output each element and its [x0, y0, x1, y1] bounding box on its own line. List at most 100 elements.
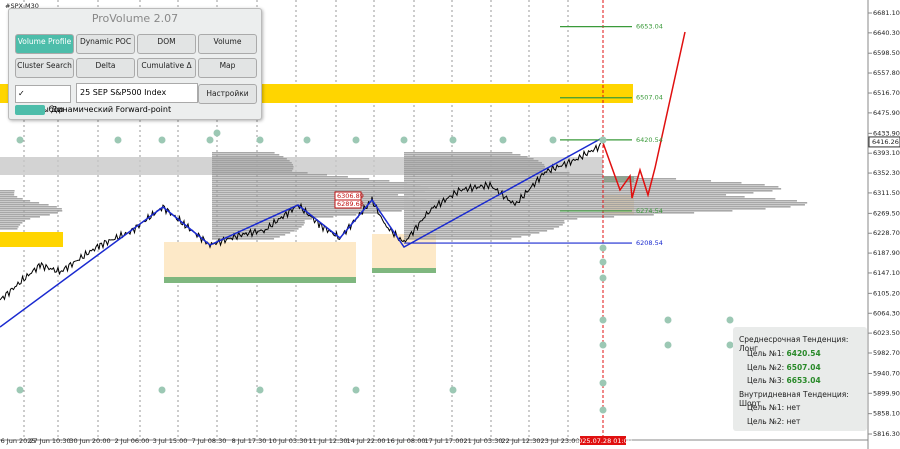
volume-profile-bar: [0, 206, 57, 208]
marker-dot: [599, 136, 607, 144]
volume-profile-bar: [212, 158, 287, 160]
volume-profile-bar: [212, 196, 409, 198]
target: Цель №3: 6653.04: [747, 376, 821, 385]
button[interactable]: Map: [198, 58, 257, 78]
volume-profile-bar: [212, 166, 294, 168]
trend-heading: Внутридневная Тенденция: Шорт: [739, 390, 849, 408]
button[interactable]: Cluster Search: [15, 58, 74, 78]
volume-profile-bar: [212, 174, 328, 176]
level-label: 6507.04: [636, 94, 663, 102]
zone: [164, 242, 356, 278]
time-label: 3 Jul 15:00: [153, 437, 188, 445]
volume-profile-bar: [0, 228, 18, 230]
volume-profile-bar: [212, 172, 308, 174]
volume-profile-bar: [404, 206, 791, 208]
zone: [164, 277, 356, 283]
volume-profile-bar: [404, 170, 543, 172]
price-label: 6598.50: [873, 49, 900, 57]
time-label: 2 Jul 06:00: [115, 437, 150, 445]
marker-dot: [256, 386, 264, 394]
volume-profile-bar: [212, 202, 445, 204]
volume-profile-bar: [404, 152, 513, 154]
volume-profile-bar: [0, 196, 18, 198]
target-value: 6507.04: [786, 363, 821, 372]
volume-profile-bar: [212, 184, 421, 186]
volume-profile-bar: [212, 188, 430, 190]
volume-profile-bar: [212, 176, 348, 178]
volume-profile-bar: [0, 226, 19, 228]
price-label: 6311.50: [873, 189, 900, 197]
time-tag: [580, 436, 626, 445]
box-label: 6306.89: [337, 192, 364, 200]
marker-dot: [213, 129, 221, 137]
volume-profile-bar: [404, 200, 797, 202]
marker-dot: [400, 136, 408, 144]
marker-dot: [352, 386, 360, 394]
volume-profile-bar: [404, 226, 560, 228]
volume-profile-bar: [0, 214, 50, 216]
volume-profile-bar: [212, 200, 440, 202]
marker-dot: [449, 136, 457, 144]
volume-profile-bar: [212, 178, 370, 180]
volume-profile-bar: [0, 204, 49, 206]
marker-dot: [16, 386, 24, 394]
level-label: 6208.54: [636, 239, 663, 247]
volume-profile-bar: [212, 204, 444, 206]
marker-dot: [726, 341, 734, 349]
volume-profile-bar: [404, 190, 773, 192]
button[interactable]: Cumulative Δ: [137, 58, 196, 78]
price-label: 6433.90: [873, 129, 900, 137]
volume-profile-bar: [0, 192, 15, 194]
price-label: 6023.50: [873, 329, 900, 337]
marker-dot: [256, 136, 264, 144]
volume-profile-bar: [212, 170, 293, 172]
volume-profile-bar: [404, 236, 522, 238]
button[interactable]: Delta: [76, 58, 135, 78]
button[interactable]: Dynamic POC: [76, 34, 135, 54]
price-tag: [868, 136, 900, 148]
instrument-select[interactable]: 25 SEP S&P500 Index: [76, 83, 198, 103]
volume-profile-bar: [0, 222, 23, 224]
volume-profile-bar: [212, 190, 425, 192]
volume-profile-bar: [212, 162, 292, 164]
price-label: 6105.20: [873, 289, 900, 297]
volume-profile-bar: [404, 194, 727, 196]
volume-profile-bar: [404, 182, 742, 184]
button[interactable]: Volume: [198, 34, 257, 54]
volume-profile-bar: [212, 180, 390, 182]
price-label: 5940.70: [873, 369, 900, 377]
volume-profile-bar: [212, 218, 313, 220]
volume-profile-bar: [0, 210, 63, 212]
button[interactable]: Volume Profile: [15, 34, 74, 54]
volume-profile-bar: [212, 164, 294, 166]
volume-profile-bar: [212, 194, 399, 196]
toggle[interactable]: [15, 105, 45, 115]
volume-profile-bar: [0, 220, 26, 222]
target: Цель №2: 6507.04: [747, 363, 821, 372]
volume-profile-bar: [404, 204, 805, 206]
time-label: 14 Jul 22:00: [347, 437, 386, 445]
volume-profile-bar: [212, 212, 380, 214]
volume-profile-bar: [404, 188, 782, 190]
provolume-panel: ProVolume 2.07 Volume Profile Dynamic PO…: [8, 8, 262, 120]
volume-profile-bar: [404, 158, 534, 160]
level-label: 6274.54: [636, 207, 663, 215]
volume-profile-bar: [0, 216, 40, 218]
volume-profile-bar: [404, 156, 528, 158]
marker-dot: [206, 136, 214, 144]
target-label: Цель №1:: [747, 403, 785, 412]
marker-dot: [599, 244, 607, 252]
volume-profile-bar: [404, 220, 565, 222]
button[interactable]: DOM: [137, 34, 196, 54]
checkbox[interactable]: ✓ Автовыбор: [15, 85, 71, 114]
target-value: нет: [786, 417, 801, 426]
box-label: 6289.68: [337, 200, 364, 208]
target-label: Цель №3:: [747, 376, 785, 385]
price-label: 6557.80: [873, 69, 900, 77]
time-label: 17 Jul 17:00: [425, 437, 464, 445]
volume-profile-bar: [404, 162, 542, 164]
settings-button[interactable]: Настройки: [198, 84, 257, 104]
volume-profile-bar: [212, 186, 429, 188]
volume-profile-bar: [212, 168, 294, 170]
